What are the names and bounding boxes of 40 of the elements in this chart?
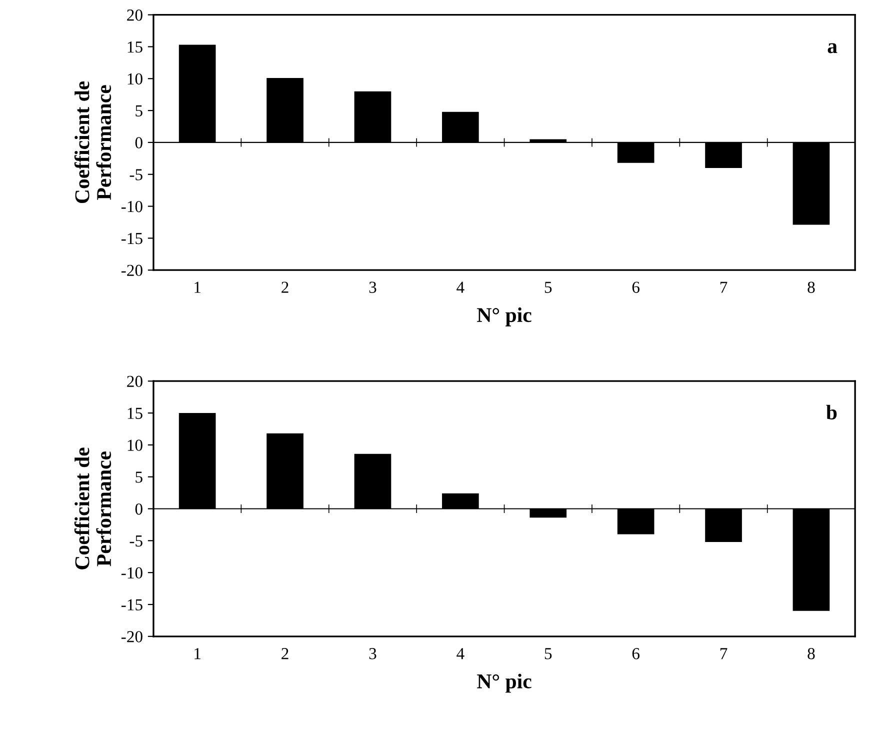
x-tick-label: 7 — [720, 282, 728, 293]
y-tick-label: -15 — [121, 599, 142, 610]
y-tick-label: 0 — [135, 503, 142, 515]
y-tick-label: 5 — [136, 105, 142, 116]
x-tick-label: 1 — [194, 648, 200, 660]
y-tick-label: 15 — [128, 408, 142, 419]
x-tick-label: 3 — [369, 648, 376, 660]
y-tick-label: -5 — [130, 536, 142, 547]
x-axis-title: N° pic — [477, 674, 532, 693]
y-tick-label: 10 — [128, 73, 142, 85]
x-tick-label: 4 — [456, 282, 464, 293]
y-tick-label: 10 — [128, 440, 142, 451]
y-tick-label: 20 — [127, 10, 142, 21]
y-tick-label: -20 — [121, 631, 142, 642]
annotation: b — [826, 404, 837, 420]
x-tick-label: 6 — [632, 648, 640, 660]
x-tick-label: 5 — [544, 282, 552, 293]
y-tick-label: 15 — [128, 41, 142, 53]
x-tick-label: 8 — [808, 648, 815, 660]
x-tick-label: 5 — [544, 648, 552, 660]
x-tick-label: 1 — [194, 282, 200, 293]
y-tick-label: 5 — [136, 472, 142, 483]
y-tick-label: -10 — [121, 200, 142, 212]
y-tick-label: -10 — [121, 567, 142, 579]
x-tick-label: 2 — [282, 282, 288, 293]
y-tick-label: -20 — [121, 264, 142, 276]
x-tick-label: 7 — [720, 648, 728, 660]
x-tick-label: 8 — [808, 282, 815, 293]
y-tick-label: -15 — [121, 232, 142, 244]
x-tick-label: 3 — [369, 282, 376, 293]
x-tick-label: 4 — [456, 648, 464, 660]
y-tick-label: 0 — [135, 137, 142, 148]
y-tick-label: -5 — [130, 169, 142, 180]
x-tick-label: 6 — [632, 282, 640, 293]
y-axis-title: Coefficient de Performance — [74, 448, 112, 570]
x-tick-label: 2 — [282, 648, 288, 660]
x-axis-title: N° pic — [477, 307, 532, 326]
y-tick-label: 20 — [127, 376, 142, 388]
y-axis-title: Coefficient de Performance — [74, 81, 112, 204]
annotation: a — [828, 43, 838, 54]
